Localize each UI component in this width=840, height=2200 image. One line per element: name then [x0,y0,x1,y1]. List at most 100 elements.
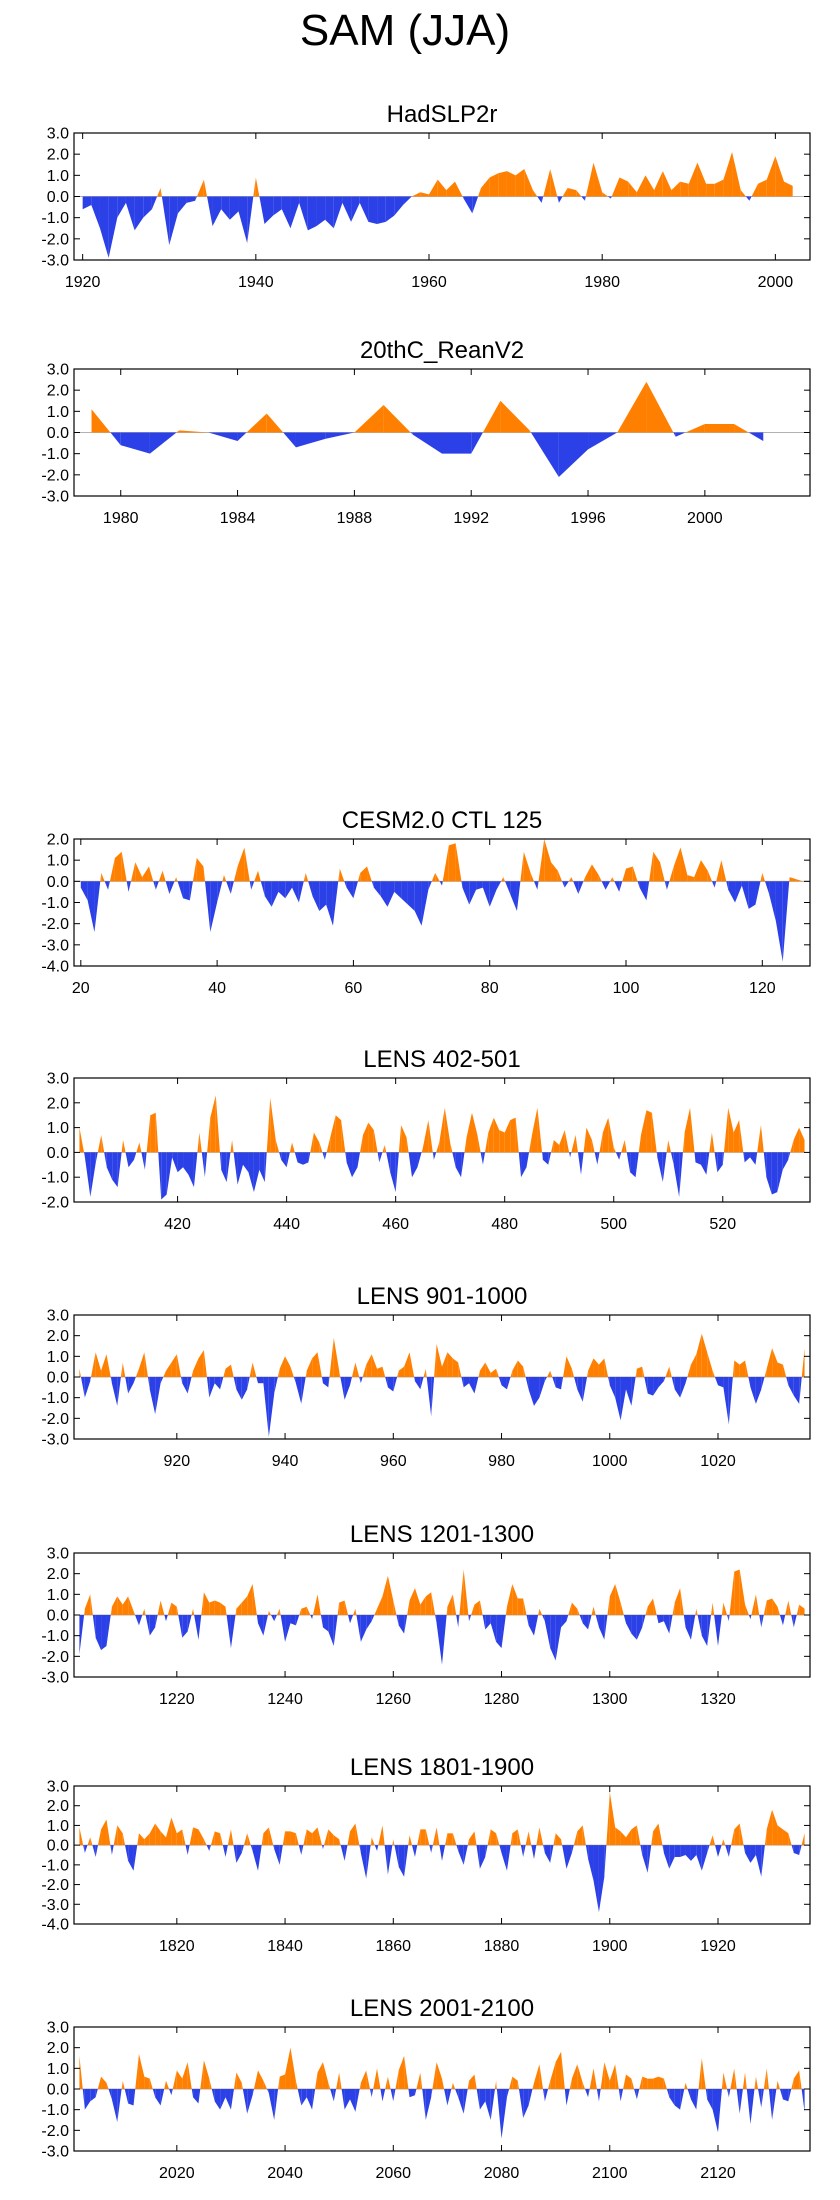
positive-area [370,1837,372,1846]
negative-area [206,1377,210,1398]
negative-area [701,1845,708,1871]
positive-area [174,877,177,882]
positive-area [777,2080,780,2089]
negative-area [581,1152,584,1175]
positive-area [684,2082,686,2089]
negative-area [626,1377,632,1406]
positive-area [123,1140,126,1153]
negative-area [125,1845,129,1861]
positive-area [97,1135,102,1153]
positive-area [672,1602,675,1615]
positive-area [685,424,705,433]
positive-area [144,1833,150,1846]
negative-area [518,1152,522,1178]
positive-area [479,1600,483,1615]
negative-area [788,1377,794,1396]
negative-area [644,1377,648,1394]
negative-area [111,1377,118,1406]
positive-area [241,1596,248,1615]
positive-area [640,1110,647,1153]
negative-area [542,1615,545,1622]
positive-area [790,1140,794,1153]
negative-area [775,881,783,962]
positive-area [210,1831,215,1846]
negative-area [248,1152,254,1193]
negative-area [634,2089,637,2100]
positive-area [528,1831,532,1846]
positive-area [530,872,534,882]
positive-area [636,1366,643,1377]
negative-area [728,1845,732,1857]
positive-area [109,858,115,882]
positive-area [339,868,345,882]
x-tick-label: 40 [208,980,226,997]
negative-area [84,2089,91,2110]
positive-area [160,188,162,197]
negative-area [359,196,369,222]
positive-area [721,1602,724,1615]
negative-area [685,1845,691,1861]
negative-area [615,1152,620,1160]
positive-area [347,1831,350,1846]
negative-area [249,881,252,890]
negative-area [498,1377,502,1386]
y-tick-label: -2.0 [41,231,69,248]
negative-area [489,881,497,907]
positive-area [452,1358,459,1377]
negative-area [387,1845,393,1875]
positive-area [101,872,105,882]
positive-area [645,1606,648,1615]
negative-area [748,432,764,441]
negative-area [750,1615,752,1620]
positive-area [631,2078,635,2089]
negative-area [428,881,432,890]
negative-area [306,2089,313,2110]
negative-area [191,2089,194,2098]
positive-area [723,2072,728,2089]
y-tick-label: 2.0 [47,1095,69,1112]
negative-area [385,1377,388,1388]
negative-area [333,196,343,229]
negative-area [793,1845,800,1855]
negative-area [264,1152,267,1183]
positive-area [279,1356,286,1377]
positive-area [567,188,577,197]
negative-area [386,1152,391,1173]
x-tick-label: 1920 [65,274,101,291]
positive-area [583,1127,587,1153]
negative-area [558,196,563,203]
positive-area [444,1107,451,1153]
positive-area [728,1107,734,1153]
negative-area [185,1845,188,1855]
positive-area [79,1368,81,1377]
positive-area [799,1604,805,1615]
positive-area [130,862,136,882]
negative-area [687,2089,691,2100]
negative-area [463,1377,470,1388]
positive-area [539,1827,544,1846]
negative-area [779,2089,783,2100]
positive-area [448,843,456,882]
positive-area [247,1833,251,1846]
positive-area [498,171,507,197]
positive-area [182,1829,186,1846]
negative-area [501,2089,507,2139]
negative-area [357,1152,361,1168]
negative-area [534,881,538,890]
positive-area [310,1132,314,1153]
negative-area [635,1152,639,1178]
x-tick-label: 1940 [238,274,274,291]
positive-area [701,1333,708,1377]
positive-area [599,1132,603,1153]
positive-area [740,190,746,197]
negative-area [421,881,429,926]
negative-area [666,881,670,890]
negative-area [92,1845,96,1857]
negative-area [662,1845,664,1854]
positive-area [252,1362,257,1377]
negative-area [164,1615,166,1622]
panel-title: HadSLP2r [387,101,498,128]
positive-area [550,1370,553,1377]
negative-area [639,881,647,901]
positive-area [167,1602,172,1615]
